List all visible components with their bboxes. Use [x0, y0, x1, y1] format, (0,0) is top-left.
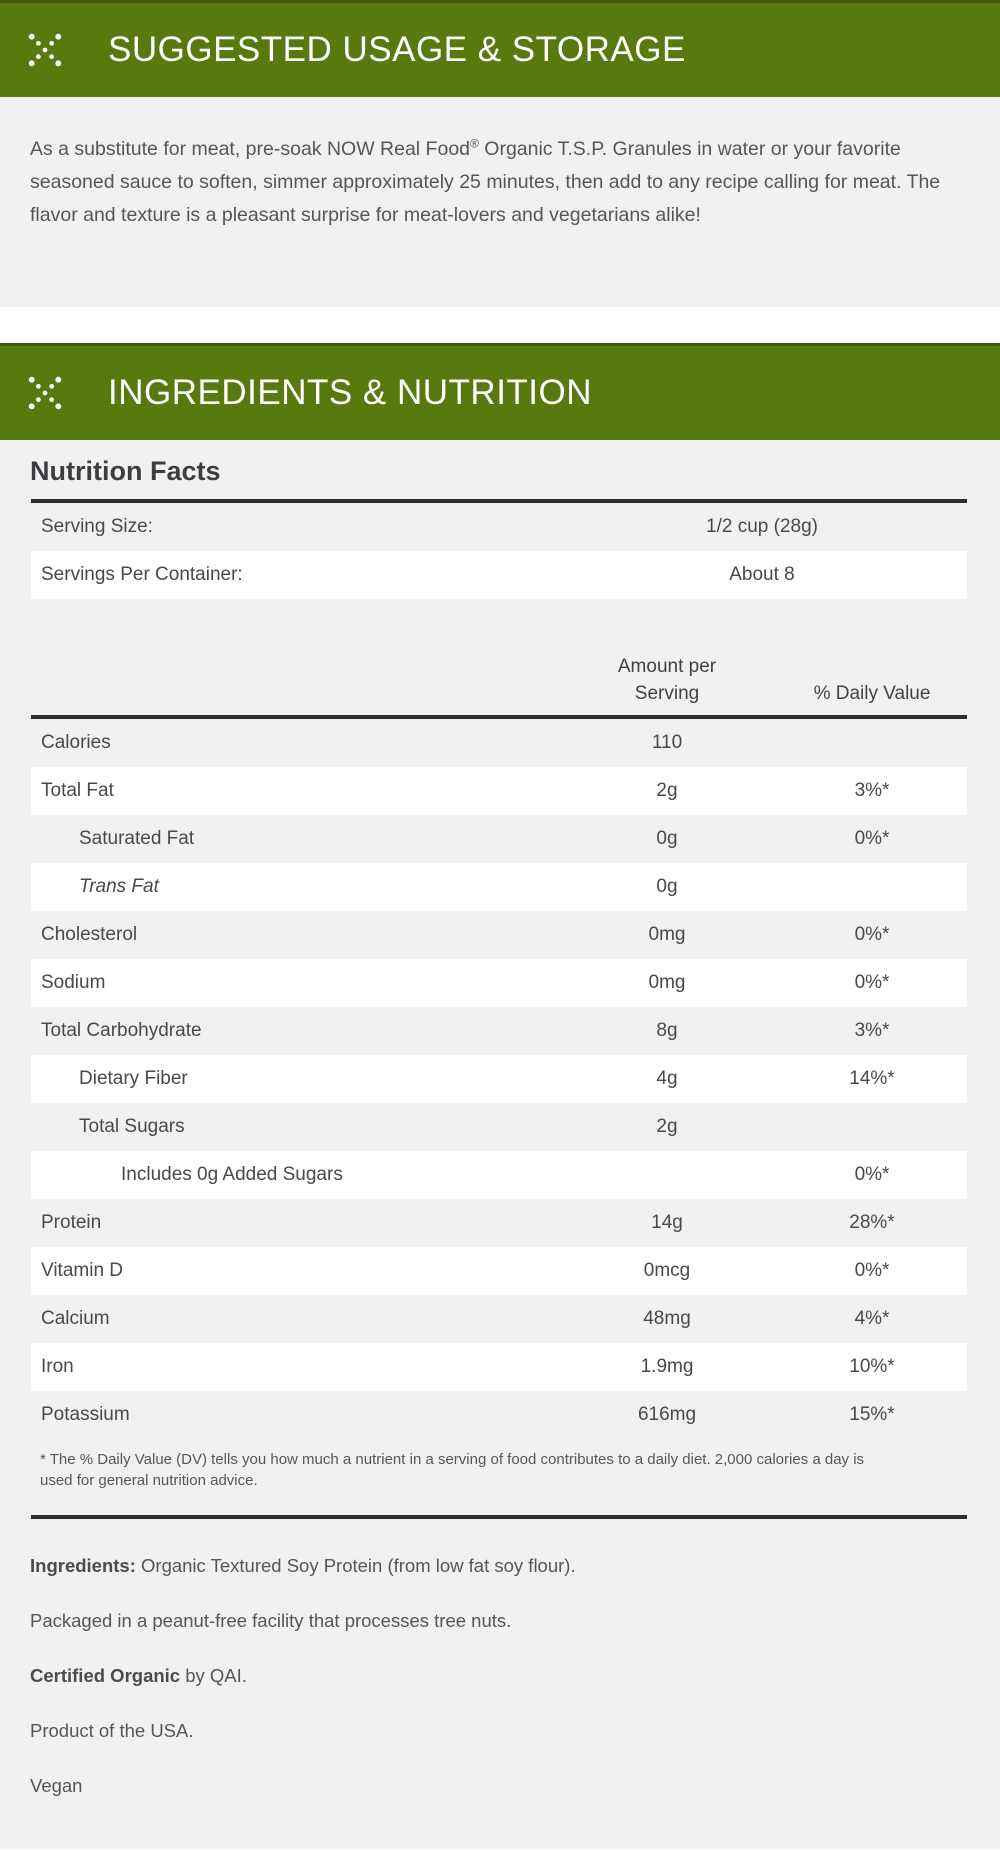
nutrient-label: Trans Fat — [79, 876, 159, 897]
nutrient-row: Vitamin D 0mcg 0%* — [31, 1247, 967, 1295]
table-top-rule — [31, 499, 967, 503]
serving-row-label: Servings Per Container: — [41, 564, 243, 585]
nutrient-amount: 2g — [656, 780, 678, 801]
nutrient-amount: 2g — [656, 1116, 678, 1137]
nutrient-label: Total Carbohydrate — [41, 1020, 202, 1041]
note-text-part: Organic Textured Soy Protein (from low f… — [135, 1555, 576, 1576]
amount-per-serving-header: Amount per Serving — [617, 656, 717, 704]
note-line: Ingredients: Organic Textured Soy Protei… — [30, 1555, 970, 1577]
registered-trademark-symbol: ® — [470, 136, 479, 151]
table-header-rule — [31, 715, 967, 719]
nutrition-facts-title: Nutrition Facts — [30, 456, 221, 486]
nutrient-row: Total Fat 2g 3%* — [31, 767, 967, 815]
nutrient-daily-value: 3%* — [854, 1020, 890, 1041]
nutrient-label: Calcium — [41, 1308, 110, 1329]
nutrient-row: Calcium 48mg 4%* — [31, 1295, 967, 1343]
nutrient-label: Protein — [41, 1212, 102, 1233]
nutrient-amount: 8g — [656, 1020, 678, 1041]
nutrient-row: Sodium 0mg 0%* — [31, 959, 967, 1007]
nutrient-row: Trans Fat 0g — [31, 863, 967, 911]
note-line: Certified Organic by QAI. — [30, 1665, 970, 1687]
serving-info: Serving Size: 1/2 cup (28g) Servings Per… — [0, 503, 1000, 599]
nutrient-daily-value: 0%* — [854, 1164, 890, 1185]
nutrient-label: Cholesterol — [41, 924, 138, 945]
nutrient-row: Calories 110 — [31, 719, 967, 767]
nutrient-row: Includes 0g Added Sugars 0%* — [31, 1151, 967, 1199]
note-text-part: Product of the USA. — [30, 1720, 194, 1741]
nutrient-daily-value: 28%* — [849, 1212, 895, 1233]
nutrient-amount: 616mg — [637, 1404, 697, 1425]
nutrient-daily-value: 3%* — [854, 780, 890, 801]
serving-row-value: About 8 — [729, 564, 795, 585]
note-line: Vegan — [30, 1775, 970, 1797]
note-text-part: Packaged in a peanut-free facility that … — [30, 1610, 512, 1631]
nutrient-row: Iron 1.9mg 10%* — [31, 1343, 967, 1391]
nutrient-amount: 0mg — [648, 972, 686, 993]
note-text-part: Vegan — [30, 1775, 83, 1796]
nutrient-amount: 110 — [651, 732, 683, 753]
daily-value-footnote: * The % Daily Value (DV) tells you how m… — [40, 1451, 865, 1489]
nutrient-amount: 4g — [656, 1068, 678, 1089]
nutrient-row: Total Carbohydrate 8g 3%* — [31, 1007, 967, 1055]
nutrient-label: Potassium — [41, 1404, 130, 1425]
note-line: Product of the USA. — [30, 1720, 970, 1742]
nutrient-daily-value: 0%* — [854, 828, 890, 849]
nutrient-row: Saturated Fat 0g 0%* — [31, 815, 967, 863]
nutrient-daily-value: 0%* — [854, 972, 890, 993]
table-column-headers: Amount per Serving % Daily Value — [31, 615, 967, 715]
nutrient-label: Saturated Fat — [79, 828, 195, 849]
usage-text: As a substitute for meat, pre-soak NOW R… — [30, 136, 941, 227]
usage-section-header[interactable]: SUGGESTED USAGE & STORAGE — [0, 0, 1000, 97]
ingredient-notes: Ingredients: Organic Textured Soy Protei… — [0, 1555, 1000, 1797]
nutrient-daily-value: 0%* — [854, 1260, 890, 1281]
nutrient-label: Calories — [41, 732, 111, 753]
nutrition-section-body: Nutrition Facts Serving Size: 1/2 cup (2… — [0, 440, 1000, 1849]
nutrient-label: Total Fat — [41, 780, 114, 801]
nutrient-amount: 14g — [651, 1212, 683, 1233]
usage-section-body: As a substitute for meat, pre-soak NOW R… — [0, 97, 1000, 307]
dots-x-icon — [28, 33, 62, 67]
nutrient-amount: 0mcg — [643, 1260, 691, 1281]
nutrient-row: Potassium 616mg 15%* — [31, 1391, 967, 1439]
daily-value-header: % Daily Value — [813, 683, 931, 704]
nutrient-daily-value: 14%* — [849, 1068, 895, 1089]
nutrient-amount: 0g — [656, 828, 678, 849]
nutrition-section-header[interactable]: INGREDIENTS & NUTRITION — [0, 343, 1000, 440]
nutrient-label: Iron — [41, 1356, 74, 1377]
nutrient-row: Total Sugars 2g — [31, 1103, 967, 1151]
section-gap — [0, 307, 1000, 343]
nutrient-label: Includes 0g Added Sugars — [121, 1164, 343, 1185]
nutrient-label: Vitamin D — [41, 1260, 124, 1281]
nutrient-amount: 1.9mg — [640, 1356, 694, 1377]
nutrition-section-title: INGREDIENTS & NUTRITION — [108, 373, 593, 412]
nutrient-label: Sodium — [41, 972, 106, 993]
nutrient-amount: 0mg — [648, 924, 686, 945]
nutrient-daily-value: 10%* — [849, 1356, 895, 1377]
serving-row-label: Serving Size: — [41, 516, 153, 537]
note-bold-part: Ingredients: — [30, 1555, 136, 1576]
note-line: Packaged in a peanut-free facility that … — [30, 1610, 970, 1632]
nutrient-daily-value: 4%* — [854, 1308, 890, 1329]
note-bold-part: Certified Organic — [30, 1665, 181, 1686]
nutrient-row: Dietary Fiber 4g 14%* — [31, 1055, 967, 1103]
nutrient-daily-value: 0%* — [854, 924, 890, 945]
table-bottom-rule — [31, 1515, 967, 1519]
dots-x-icon — [28, 376, 62, 410]
nutrient-label: Total Sugars — [79, 1116, 185, 1137]
nutrient-amount: 0g — [656, 876, 678, 897]
nutrient-row: Cholesterol 0mg 0%* — [31, 911, 967, 959]
nutrient-label: Dietary Fiber — [79, 1068, 188, 1089]
nutrient-daily-value: 15%* — [849, 1404, 895, 1425]
serving-row-value: 1/2 cup (28g) — [706, 516, 818, 537]
serving-row: Servings Per Container: About 8 — [31, 551, 967, 599]
nutrient-amount: 48mg — [643, 1308, 691, 1329]
note-text-part: by QAI. — [180, 1665, 247, 1686]
nutrient-table: Calories 110 Total Fat 2g 3%* Saturated … — [0, 719, 1000, 1439]
nutrient-row: Protein 14g 28%* — [31, 1199, 967, 1247]
serving-row: Serving Size: 1/2 cup (28g) — [31, 503, 967, 551]
usage-section-title: SUGGESTED USAGE & STORAGE — [108, 30, 686, 69]
